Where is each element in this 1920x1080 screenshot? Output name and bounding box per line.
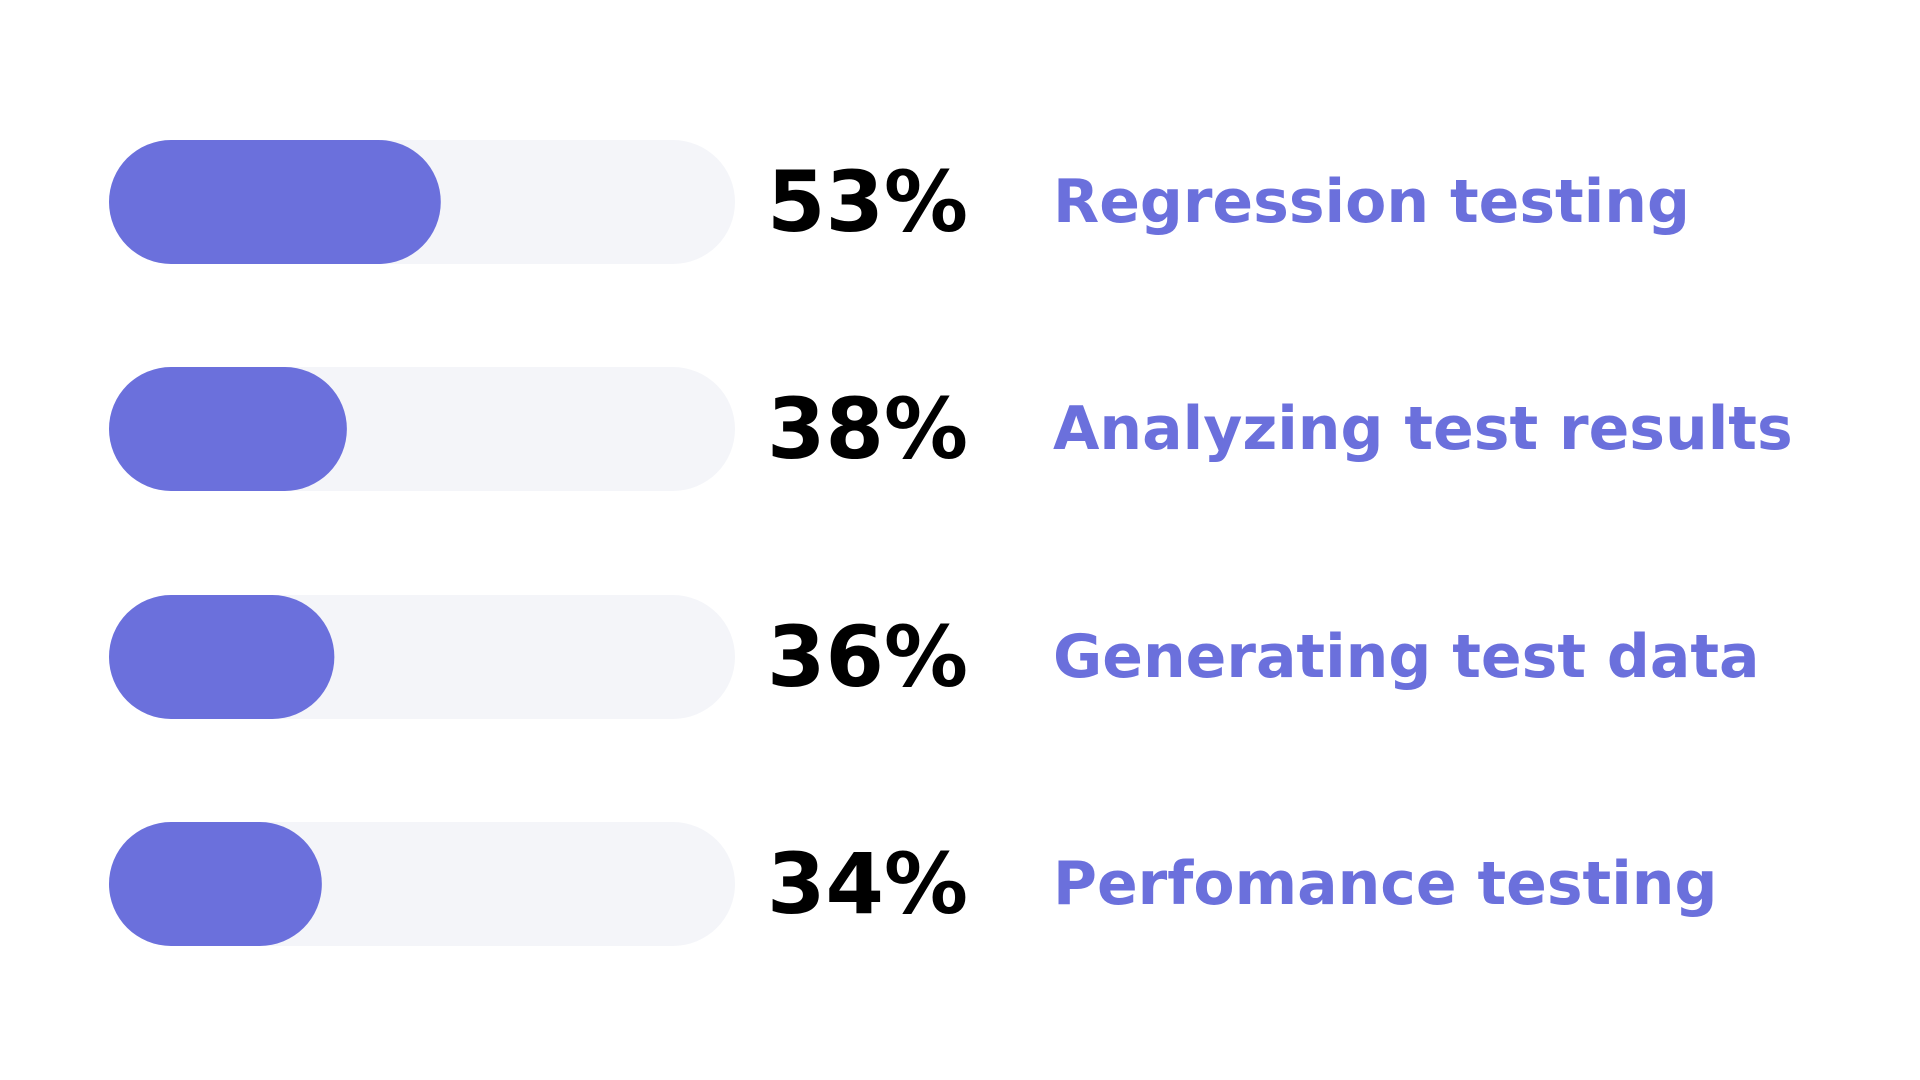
bar <box>109 140 441 264</box>
category-label: Analyzing test results <box>1053 394 1793 464</box>
value-label: 38% <box>767 380 968 478</box>
bar <box>109 367 347 491</box>
bar <box>109 595 335 719</box>
value-label: 36% <box>767 608 968 706</box>
category-label: Generating test data <box>1053 622 1760 692</box>
value-label: 53% <box>767 153 968 251</box>
bar <box>109 822 322 946</box>
category-label: Regression testing <box>1053 167 1690 237</box>
value-label: 34% <box>767 835 968 933</box>
category-label: Perfomance testing <box>1053 849 1717 919</box>
